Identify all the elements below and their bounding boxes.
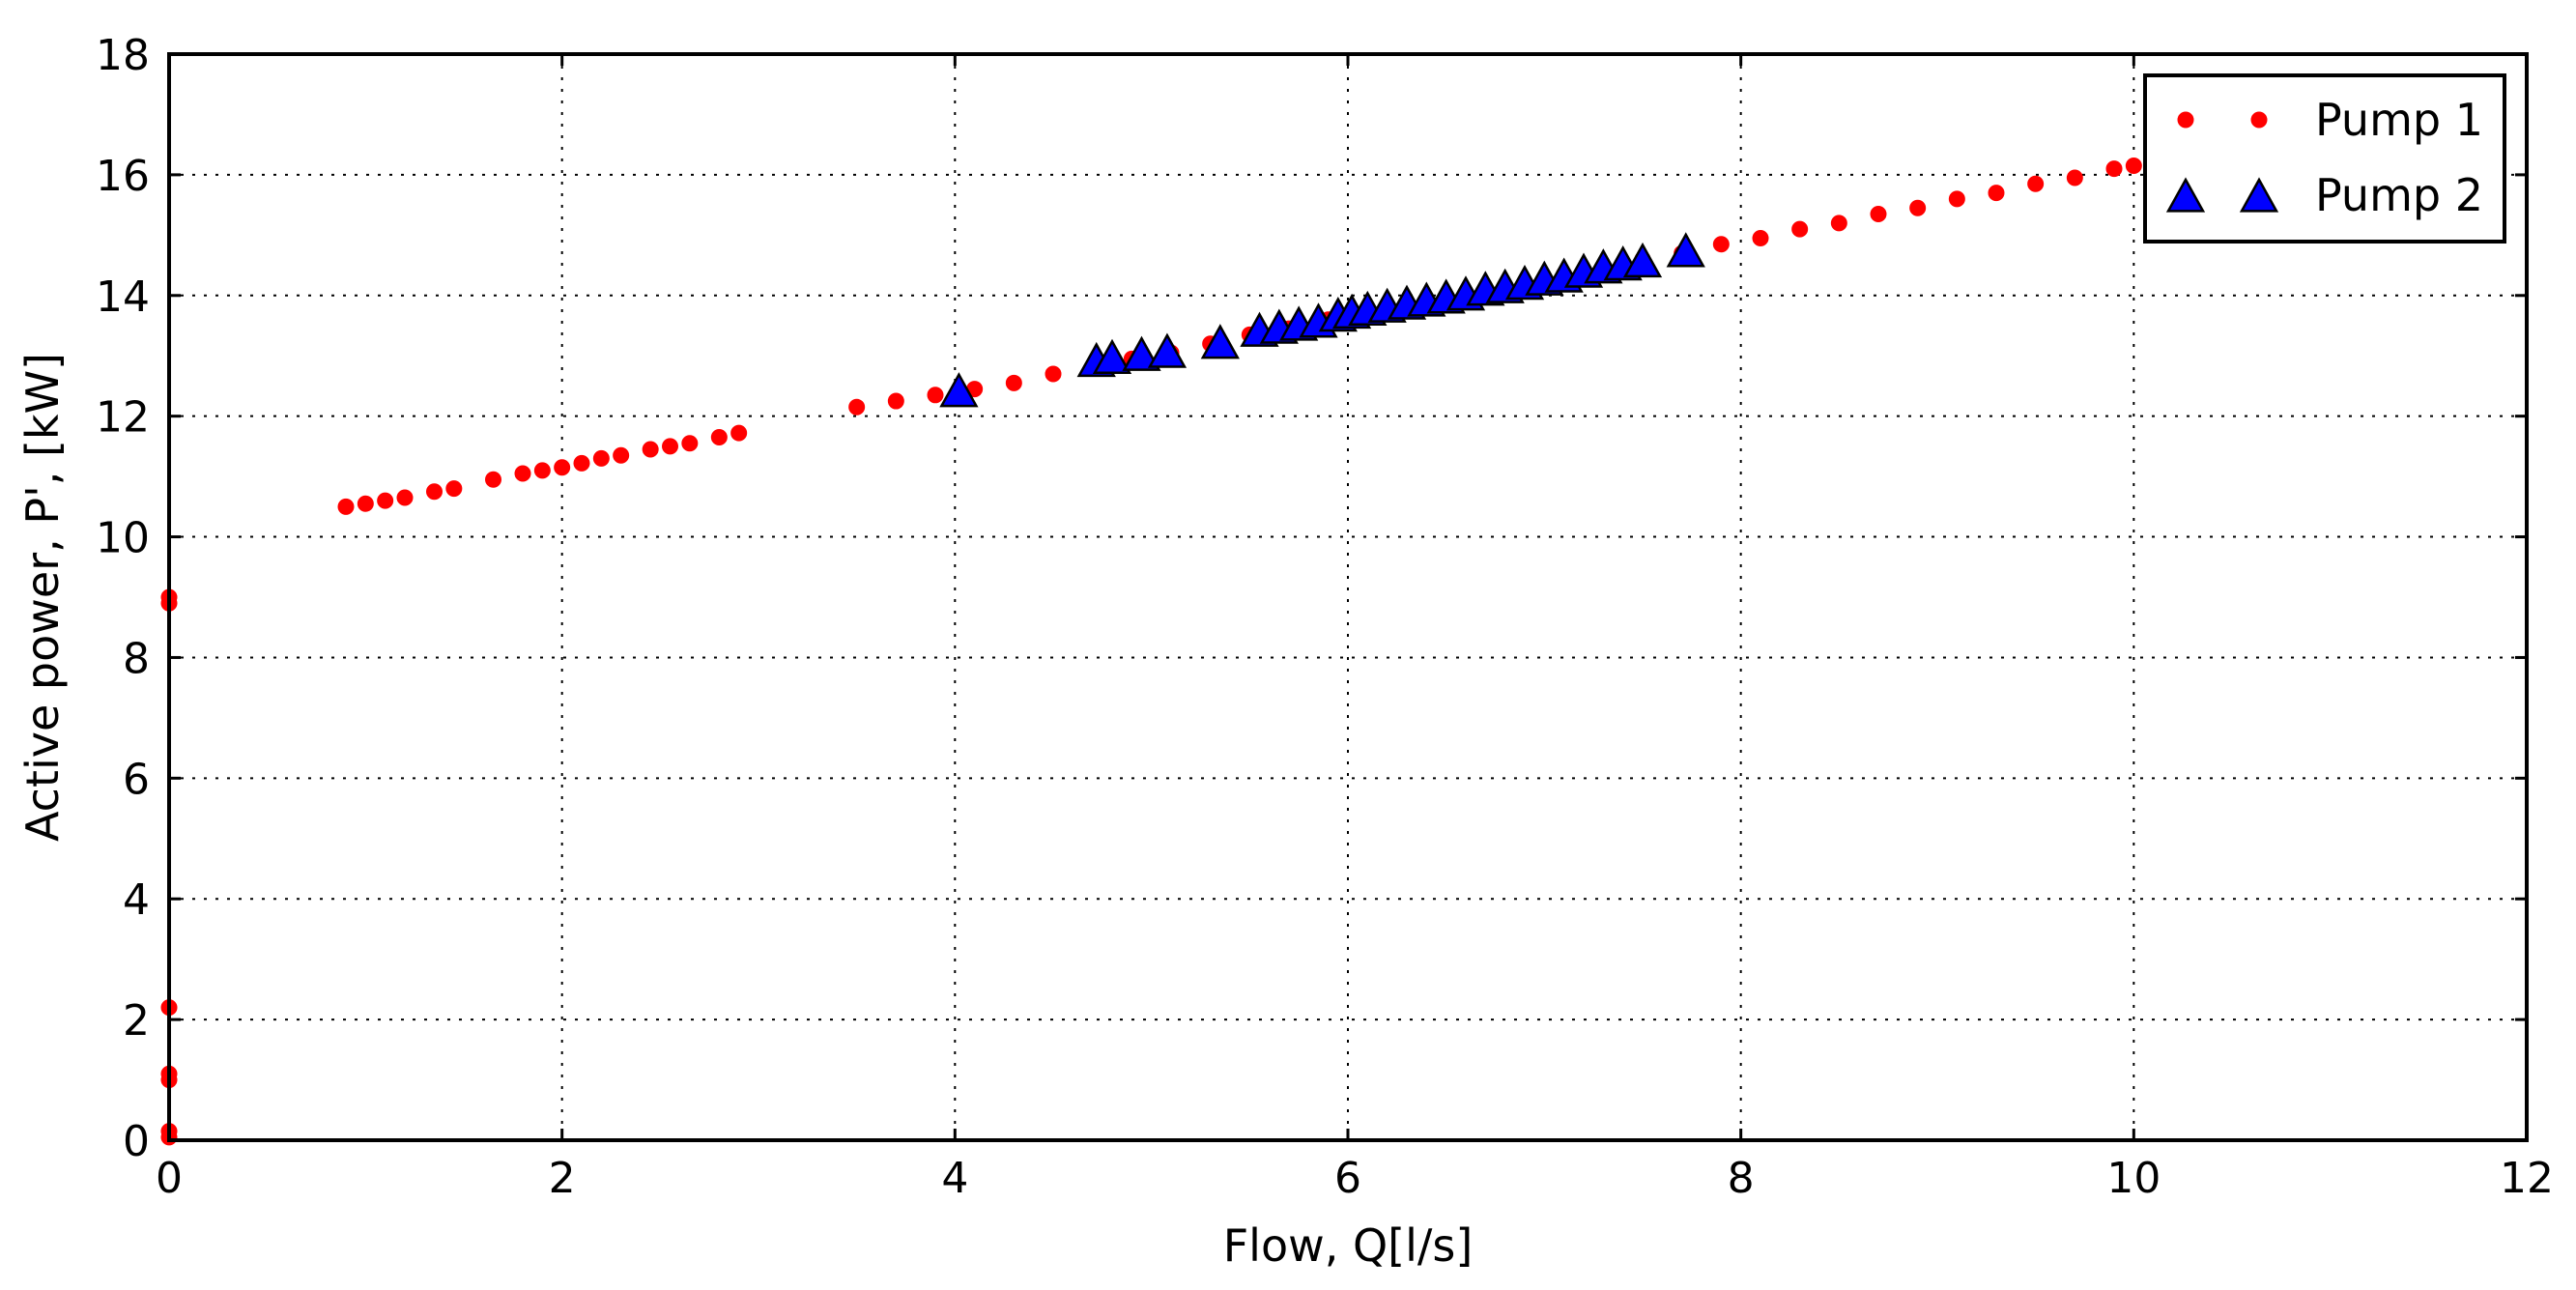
x-tick-label: 4 [941,1154,968,1203]
pump-2-point [939,372,979,408]
legend-marker-pump-2 [2165,177,2206,213]
legend-label-pump-2: Pump 2 [2315,169,2483,221]
pump-2-point [1092,338,1132,374]
series-pump-1 [160,158,2142,1146]
x-tick-label: 0 [156,1154,183,1203]
legend-marker-pump-1 [2250,111,2268,129]
legend-marker-pump-1 [2177,111,2194,129]
pump-1-point [2027,175,2045,192]
legend-box [2143,73,2506,244]
pump-1-point [337,498,355,515]
pump-1-point [396,489,414,506]
pump-1-point [426,483,443,501]
pump-2-point [1200,324,1240,359]
y-tick-label: 6 [123,755,150,804]
pump-1-point [927,387,944,404]
pump-1-point [1948,190,1965,208]
pump-1-point [730,424,748,442]
y-tick-label: 4 [123,875,150,925]
pump-1-point [514,465,531,482]
y-tick-label: 12 [96,393,150,443]
pump-1-point [554,459,571,476]
y-tick-label: 8 [123,634,150,683]
pump-1-point [2066,169,2083,186]
pump-1-point [1909,199,1927,216]
y-tick-label: 18 [96,31,150,80]
x-tick-label: 6 [1334,1154,1361,1203]
pump-1-point [573,454,590,472]
pump-1-point [613,446,630,464]
data-series [160,158,2142,1146]
pump-2-point [1622,242,1663,278]
pump-1-point [848,398,866,416]
pump-1-point [887,392,904,410]
legend: Pump 1 Pump 2 [2143,73,2506,244]
y-tick-label: 0 [123,1117,150,1166]
y-tick-label: 14 [96,272,150,322]
pump-2-point [1122,335,1161,371]
legend-markers [2165,111,2279,213]
x-axis-label: Flow, Q[l/s] [1223,1219,1474,1272]
pump-1-point [1045,365,1062,383]
y-axis-label: Active power, P', [kW] [16,353,69,842]
y-tick-label: 16 [96,152,150,201]
pump-1-point [662,438,678,455]
pump-1-point [592,449,610,467]
pump-1-point [2105,160,2123,178]
series-pump-2 [939,232,1705,408]
grid [169,54,2527,1140]
pump-1-point [1830,215,1847,232]
pump-1-point [2125,158,2142,175]
x-tick-label: 8 [1728,1154,1755,1203]
pump-1-point [1712,236,1730,253]
x-tick-label: 2 [549,1154,576,1203]
pump-1-point [485,471,501,488]
pump-1-point [1988,185,2005,202]
pump-2-point [1666,232,1705,268]
legend-label-pump-1: Pump 1 [2315,94,2483,146]
axis-ticks: 0 2 4 6 8 10 12 0 2 4 6 8 10 12 14 16 18 [96,31,2554,1203]
pump-1-point [1005,374,1022,391]
pump-1-point [1870,205,1887,222]
plot-area-frame [167,52,2529,1142]
y-tick-label: 10 [96,514,150,563]
pump-2-point [1147,332,1188,368]
x-tick-label: 10 [2106,1154,2161,1203]
pump-1-point [533,462,551,479]
pump-1-point [1752,229,1769,246]
pump-1-point [681,435,699,452]
pump-1-point [1791,220,1809,238]
pump-1-point [357,495,374,512]
pump-1-point [377,492,394,509]
pump-1-point [710,429,728,446]
x-tick-label: 12 [2500,1154,2554,1203]
pump-1-point [445,480,463,498]
legend-marker-pump-2 [2239,177,2279,213]
y-tick-label: 2 [123,996,150,1046]
pump-1-point [642,441,659,458]
